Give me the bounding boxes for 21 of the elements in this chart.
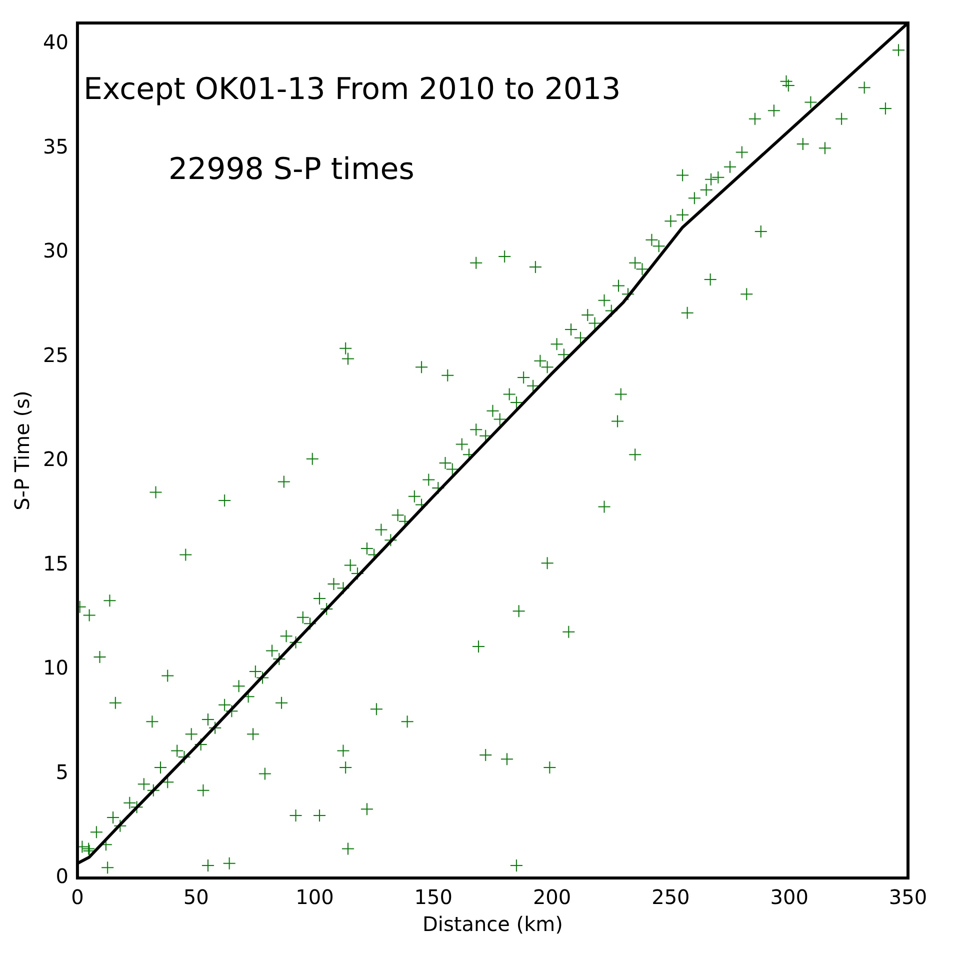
y-tick-label: 15 — [42, 551, 68, 576]
x-tick-label: 350 — [888, 885, 928, 910]
y-tick-label: 25 — [42, 342, 68, 367]
y-tick-label: 40 — [42, 30, 68, 54]
annotation: Except OK01-13 From 2010 to 2013 — [83, 72, 621, 107]
y-axis-title: S-P Time (s) — [10, 390, 34, 510]
y-tick-label: 35 — [42, 134, 68, 158]
x-tick-label: 150 — [414, 885, 452, 910]
y-tick-label: 20 — [42, 447, 68, 472]
x-tick-label: 250 — [652, 885, 690, 910]
x-tick-label: 0 — [71, 885, 84, 910]
y-tick-label: 10 — [42, 656, 68, 680]
x-axis-title: Distance (km) — [422, 912, 563, 936]
x-tick-label: 50 — [183, 885, 209, 910]
x-tick-label: 200 — [532, 885, 572, 910]
annotation: 22998 S-P times — [168, 152, 414, 187]
x-tick-label: 100 — [296, 885, 334, 910]
y-tick-label: 0 — [56, 864, 68, 888]
x-tick-label: 300 — [770, 885, 808, 910]
y-tick-label: 30 — [42, 238, 68, 263]
y-tick-label: 5 — [56, 760, 68, 784]
